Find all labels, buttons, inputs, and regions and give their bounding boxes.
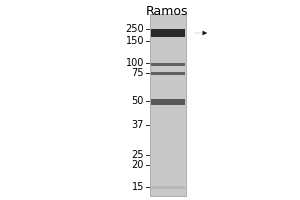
Text: 20: 20 <box>132 160 144 170</box>
Bar <box>152 72 184 75</box>
Text: 75: 75 <box>131 68 144 78</box>
Bar <box>152 29 184 37</box>
Bar <box>152 99 184 105</box>
Text: 25: 25 <box>131 150 144 160</box>
Bar <box>152 63 184 66</box>
Text: 100: 100 <box>126 58 144 68</box>
Text: Ramos: Ramos <box>145 5 188 18</box>
Text: 37: 37 <box>132 120 144 130</box>
Text: 50: 50 <box>132 96 144 106</box>
Bar <box>150 14 186 196</box>
Text: 150: 150 <box>125 36 144 46</box>
Bar <box>152 186 184 189</box>
Text: 15: 15 <box>132 182 144 192</box>
Text: 250: 250 <box>125 24 144 34</box>
